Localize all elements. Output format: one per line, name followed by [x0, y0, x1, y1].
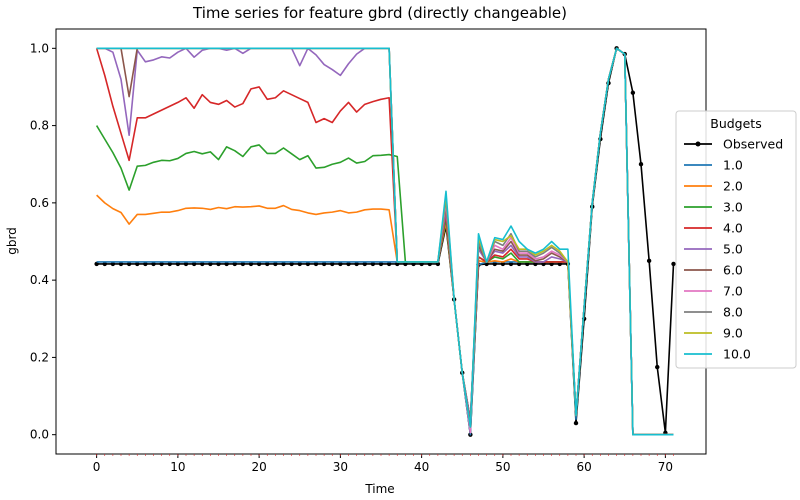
observed-point: [232, 261, 237, 267]
observed-point: [208, 261, 213, 267]
observed-point: [549, 261, 554, 267]
observed-point: [500, 261, 506, 267]
observed-point: [338, 261, 343, 267]
x-tick-label: 40: [414, 460, 429, 474]
observed-point: [516, 261, 522, 267]
x-axis-title: Time: [364, 482, 394, 496]
x-tick-label: 0: [93, 460, 101, 474]
observed-point: [321, 261, 327, 267]
observed-point: [200, 261, 205, 267]
observed-point: [143, 261, 148, 267]
y-axis-title: gbrd: [5, 227, 19, 255]
observed-point: [256, 261, 262, 267]
observed-point: [248, 261, 254, 267]
observed-point: [313, 261, 319, 267]
observed-point: [151, 261, 156, 267]
legend-label: 7.0: [723, 284, 743, 299]
x-tick-label: 50: [495, 460, 510, 474]
x-axis: 0 10 20 30 40 50 60 70: [93, 454, 674, 474]
observed-point: [167, 261, 172, 267]
legend: Budgets Observed 1.0 2.0 3.0 4.0 5.0 6.0 7.0 8.0…: [675, 110, 797, 369]
observed-point: [346, 261, 351, 267]
legend-title: Budgets: [710, 116, 761, 131]
y-tick-label: 0.2: [30, 350, 49, 364]
y-tick-label: 0.4: [30, 273, 49, 287]
observed-point: [533, 261, 538, 267]
legend-label: 10.0: [723, 347, 751, 362]
observed-point: [419, 261, 424, 267]
observed-point: [655, 364, 660, 370]
observed-point: [435, 261, 441, 267]
legend-marker: [695, 141, 701, 147]
observed-point: [224, 261, 229, 267]
observed-point: [183, 261, 189, 267]
observed-point: [671, 261, 676, 267]
legend-label: 8.0: [723, 305, 743, 320]
legend-label: 1.0: [723, 158, 743, 173]
legend-label: 3.0: [723, 200, 743, 215]
x-tick-label: 20: [251, 460, 266, 474]
observed-point: [289, 261, 294, 267]
observed-point: [135, 261, 140, 267]
observed-point: [126, 261, 132, 267]
observed-point: [362, 261, 367, 267]
plot-series-group: [94, 46, 676, 437]
series-line-10-0: [96, 47, 674, 436]
y-tick-label: 0.0: [30, 428, 49, 442]
y-tick-label: 1.0: [30, 41, 49, 55]
observed-point: [110, 261, 116, 267]
observed-point: [159, 261, 164, 267]
observed-point: [403, 261, 408, 267]
observed-point: [370, 261, 376, 267]
y-tick-label: 0.6: [30, 196, 49, 210]
observed-point: [395, 261, 400, 267]
y-tick-label: 0.8: [30, 119, 49, 133]
legend-label: 4.0: [723, 221, 743, 236]
observed-point: [216, 261, 221, 267]
observed-point: [297, 261, 302, 267]
observed-point: [508, 261, 514, 267]
observed-point: [330, 261, 335, 267]
observed-point: [305, 261, 311, 267]
observed-point: [175, 261, 181, 267]
legend-box: [675, 110, 797, 369]
x-tick-label: 70: [658, 460, 673, 474]
observed-point: [386, 261, 392, 267]
observed-point: [411, 261, 416, 267]
legend-label: 5.0: [723, 242, 743, 257]
x-tick-label: 10: [170, 460, 185, 474]
observed-point: [281, 261, 286, 267]
observed-point: [273, 261, 278, 267]
legend-items: Observed 1.0 2.0 3.0 4.0 5.0 6.0 7.0 8.0 9.0 10.0: [684, 137, 783, 362]
y-axis: 0.0 0.2 0.4 0.6 0.8 1.0: [30, 41, 56, 442]
observed-point: [525, 261, 530, 267]
observed-point: [118, 261, 124, 267]
observed-point: [265, 261, 270, 267]
observed-point: [646, 258, 652, 264]
observed-point: [94, 261, 99, 267]
observed-point: [240, 261, 246, 267]
observed-point: [354, 261, 359, 267]
observed-point: [427, 261, 432, 267]
legend-label: Observed: [723, 137, 783, 152]
observed-point: [557, 261, 562, 267]
x-tick-label: 60: [576, 460, 591, 474]
chart-title: Time series for feature gbrd (directly c…: [192, 4, 567, 22]
observed-point: [638, 162, 644, 167]
observed-point: [492, 261, 497, 267]
observed-point: [630, 90, 636, 95]
observed-point: [663, 430, 668, 435]
legend-label: 2.0: [723, 179, 743, 194]
observed-point: [541, 261, 546, 267]
observed-point: [191, 261, 197, 267]
legend-label: 9.0: [723, 326, 743, 341]
observed-point: [573, 420, 579, 426]
observed-point: [378, 261, 384, 267]
x-tick-label: 30: [333, 460, 348, 474]
legend-label: 6.0: [723, 263, 743, 278]
observed-point: [102, 261, 107, 267]
